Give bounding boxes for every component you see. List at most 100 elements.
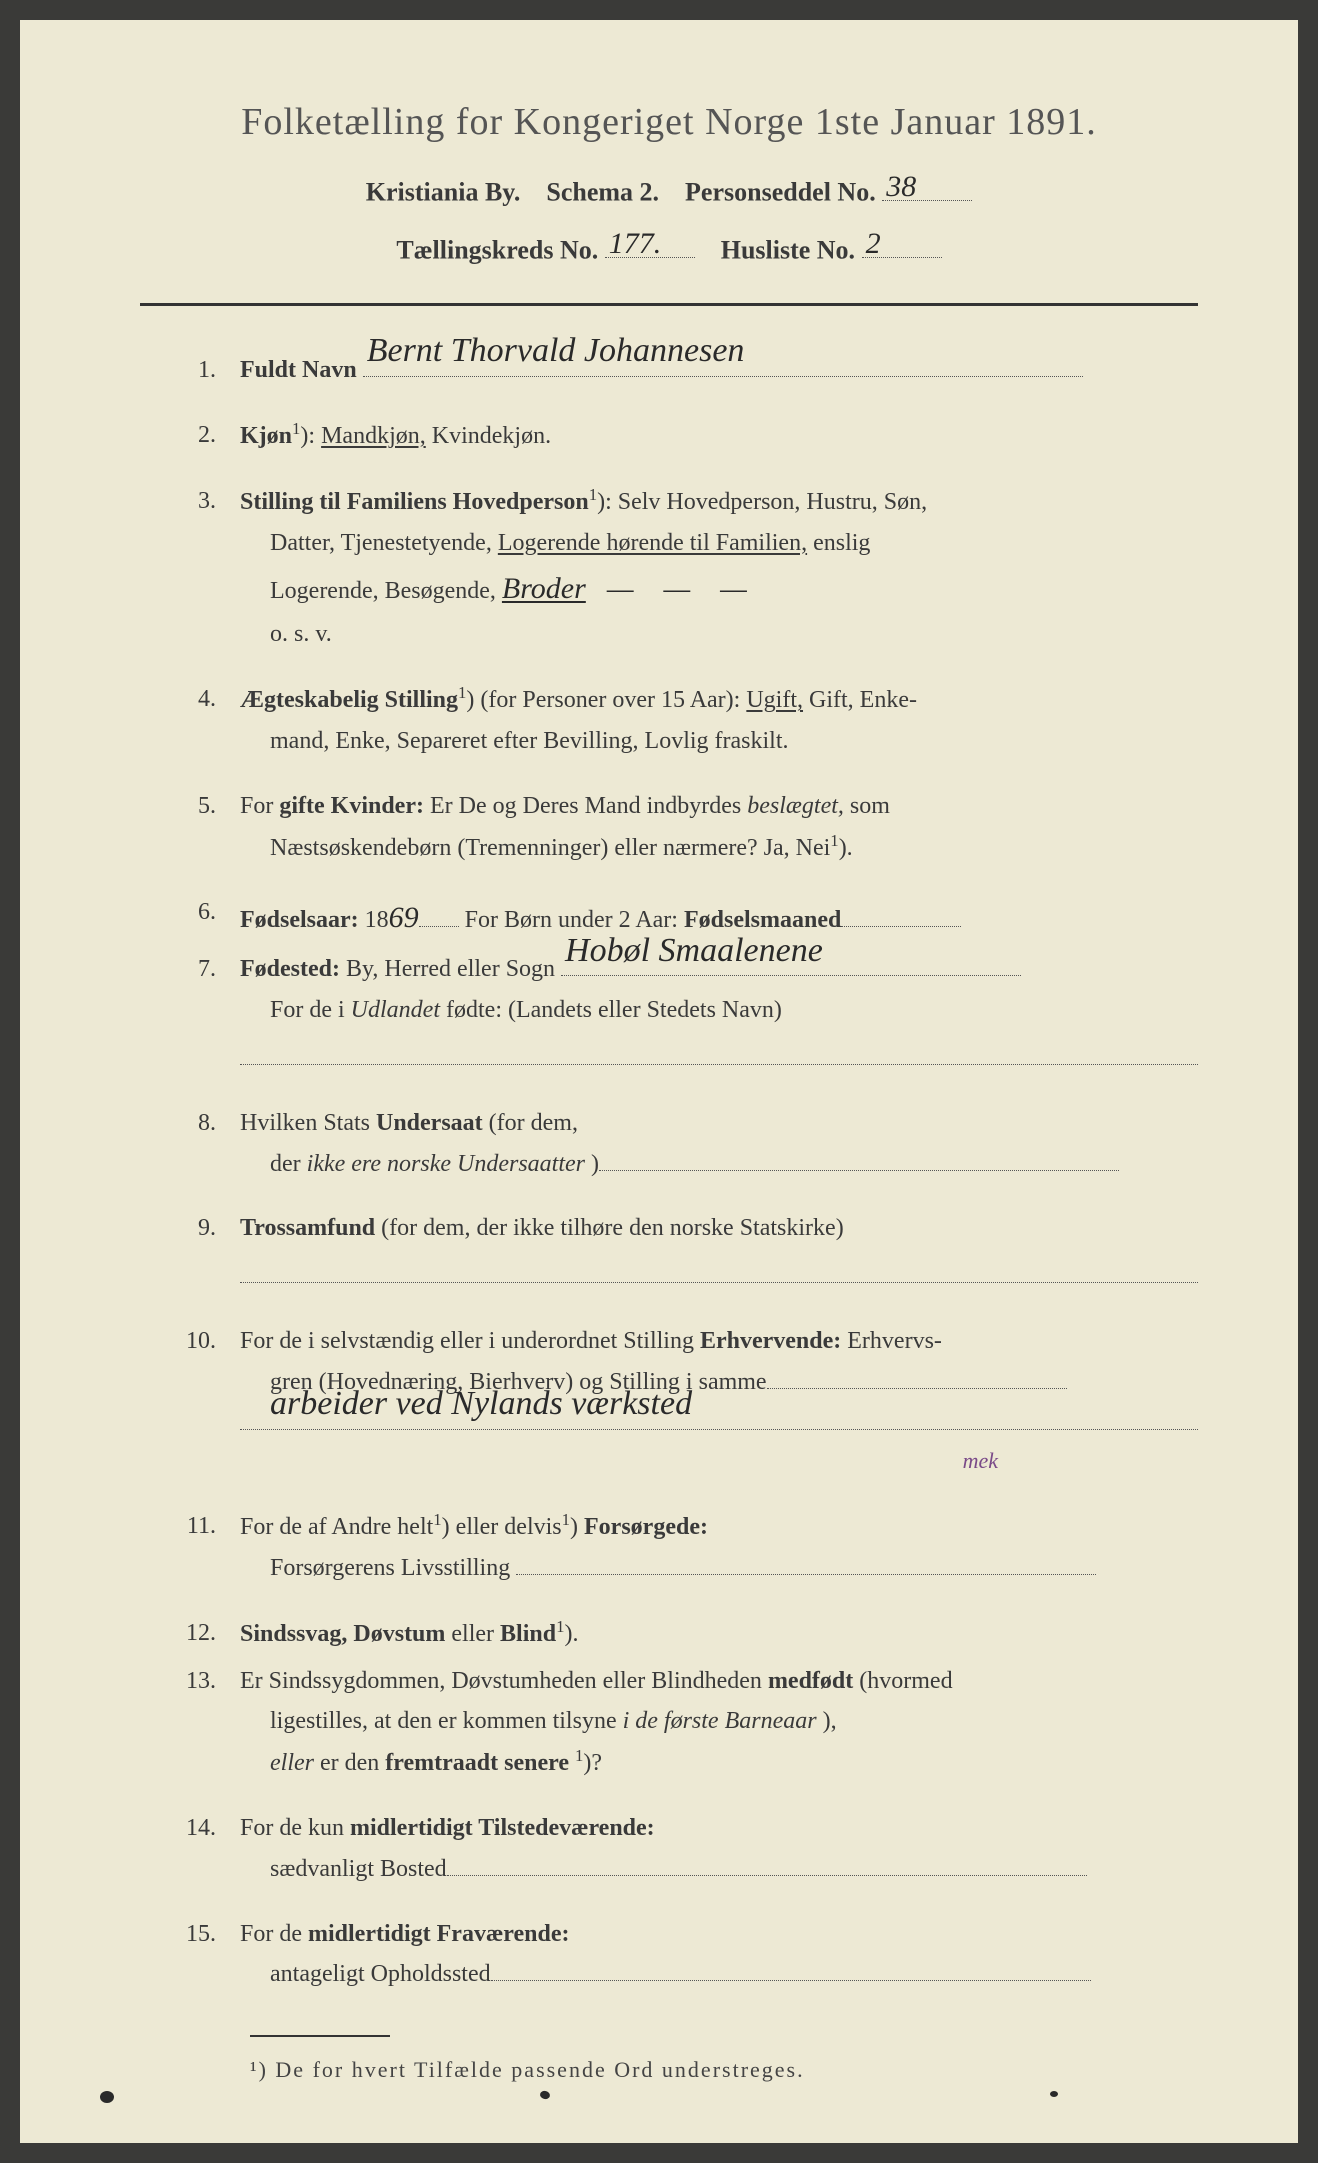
item-num: 12. xyxy=(150,1613,240,1655)
q8-line2a: der xyxy=(240,1151,307,1177)
q14-dots xyxy=(447,1852,1087,1876)
q10-a: For de i selvstændig eller i underordnet… xyxy=(240,1328,700,1354)
ink-spot xyxy=(100,2091,114,2103)
item-11: 11. For de af Andre helt1) eller delvis1… xyxy=(150,1506,1198,1589)
item-14: 14. For de kun midlertidigt Tilstedevære… xyxy=(150,1808,1198,1890)
q8-line2c: ) xyxy=(591,1151,599,1177)
item-body: For de i selvstændig eller i underordnet… xyxy=(240,1321,1198,1482)
item-3: 3. Stilling til Familiens Hovedperson1):… xyxy=(150,481,1198,655)
item-num: 5. xyxy=(150,786,240,869)
q6-dots2 xyxy=(841,903,961,927)
item-2: 2. Kjøn1): Mandkjøn, Kvindekjøn. xyxy=(150,415,1198,457)
husliste-label: Husliste No. xyxy=(721,235,855,264)
q5-line2: Næstsøskendebørn (Tremenninger) eller næ… xyxy=(240,835,830,861)
item-num: 10. xyxy=(150,1321,240,1482)
q11-d: Forsørgede: xyxy=(584,1514,708,1540)
schema-label: Schema 2. xyxy=(546,178,659,207)
husliste-no-field: 2 xyxy=(862,230,942,259)
q14-line2: sædvanligt Bosted xyxy=(240,1856,447,1882)
item-body: For de midlertidigt Fraværende: antageli… xyxy=(240,1914,1198,1996)
item-body: Hvilken Stats Undersaat (for dem, der ik… xyxy=(240,1103,1198,1185)
item-body: For gifte Kvinder: Er De og Deres Mand i… xyxy=(240,786,1198,869)
q8-a: Hvilken Stats xyxy=(240,1110,376,1136)
q15-dots xyxy=(491,1957,1091,1981)
q3-line1: Selv Hovedperson, Hustru, Søn, xyxy=(618,489,927,515)
q3-line2a: Datter, Tjenestetyende, xyxy=(240,530,498,556)
q14-a: For de kun xyxy=(240,1815,350,1841)
q10-field: arbeider ved Nylands værksted xyxy=(240,1403,1198,1429)
item-num: 4. xyxy=(150,679,240,762)
subtitle-line-1: Kristiania By. Schema 2. Personseddel No… xyxy=(140,172,1198,208)
q11-dots xyxy=(516,1551,1096,1575)
q8-dots xyxy=(599,1147,1119,1171)
item-num: 13. xyxy=(150,1661,240,1784)
q13-line3b: er den xyxy=(320,1750,385,1776)
q5-b: gifte Kvinder: xyxy=(279,793,424,819)
q15-line2: antageligt Opholdssted xyxy=(240,1961,491,1987)
q6-year: 69 xyxy=(389,901,419,934)
item-num: 8. xyxy=(150,1103,240,1185)
q4-selected: Ugift, xyxy=(746,687,803,713)
q13-line2a: ligestilles, at den er kommen tilsyne xyxy=(240,1708,623,1734)
q1-label: Fuldt Navn xyxy=(240,357,357,383)
q4-label: Ægteskabelig Stilling xyxy=(240,687,458,713)
q3-label: Stilling til Familiens Hovedperson xyxy=(240,489,589,515)
item-5: 5. For gifte Kvinder: Er De og Deres Man… xyxy=(150,786,1198,869)
kreds-no-value: 177. xyxy=(609,227,662,261)
item-num: 11. xyxy=(150,1506,240,1589)
q1-value: Bernt Thorvald Johannesen xyxy=(367,322,745,380)
q9-a: Trossamfund xyxy=(240,1215,375,1241)
q7-line2b: Udlandet xyxy=(351,997,440,1023)
q1-field: Bernt Thorvald Johannesen xyxy=(363,351,1083,377)
item-13: 13. Er Sindssygdommen, Døvstumheden elle… xyxy=(150,1661,1198,1784)
item-7: 7. Fødested: By, Herred eller Sogn Hobøl… xyxy=(150,949,1198,1078)
q7-field: Hobøl Smaalenene xyxy=(561,950,1021,976)
q7-value: Hobøl Smaalenene xyxy=(565,922,823,980)
q3-line2b: Logerende hørende til Familien, xyxy=(498,530,807,556)
q14-b: midlertidigt Tilstedeværende: xyxy=(350,1815,655,1841)
item-body: Stilling til Familiens Hovedperson1): Se… xyxy=(240,481,1198,655)
q4-line2: mand, Enke, Separeret efter Bevilling, L… xyxy=(240,728,789,754)
q15-a: For de xyxy=(240,1921,308,1947)
q13-a: Er Sindssygdommen, Døvstumheden eller Bl… xyxy=(240,1668,768,1694)
q4-rest: Gift, Enke- xyxy=(809,687,917,713)
kreds-no-field: 177. xyxy=(605,230,695,259)
q6-label: Fødselsaar: xyxy=(240,907,359,933)
q3-line2c: enslig xyxy=(813,530,870,556)
q15-b: midlertidigt Fraværende: xyxy=(308,1921,570,1947)
q3-line3: Logerende, Besøgende, xyxy=(240,578,502,604)
personseddel-label: Personseddel No. xyxy=(685,178,876,207)
footnote-text: ¹) De for hvert Tilfælde passende Ord un… xyxy=(140,2057,1198,2083)
q5-d: beslægtet, xyxy=(747,793,844,819)
q10-value: arbeider ved Nylands værksted xyxy=(270,1375,692,1433)
q2-opt2: Kvindekjøn. xyxy=(432,423,551,449)
q3-value: Broder xyxy=(502,572,586,605)
q10-note: mek xyxy=(963,1448,998,1473)
ink-spot xyxy=(1050,2091,1058,2097)
q7-line2c: fødte: (Landets eller Stedets Navn) xyxy=(446,997,782,1023)
q3-line4: o. s. v. xyxy=(240,621,332,647)
item-12: 12. Sindssvag, Døvstum eller Blind1). xyxy=(150,1613,1198,1655)
q8-b: Undersaat xyxy=(376,1110,483,1136)
personseddel-no-field: 38 xyxy=(882,172,972,201)
q13-b: medfødt xyxy=(768,1668,853,1694)
item-1: 1. Fuldt Navn Bernt Thorvald Johannesen xyxy=(150,350,1198,391)
item-num: 15. xyxy=(150,1914,240,1996)
q4-paren: (for Personer over 15 Aar): xyxy=(474,687,746,713)
q2-label: Kjøn xyxy=(240,423,292,449)
item-num: 3. xyxy=(150,481,240,655)
subtitle-line-2: Tællingskreds No. 177. Husliste No. 2 xyxy=(140,230,1198,266)
q5-e: som xyxy=(850,793,890,819)
q13-line2b: i de første Barneaar xyxy=(623,1708,817,1734)
q9-dots xyxy=(240,1259,1198,1283)
q10-b: Erhvervende: xyxy=(700,1328,841,1354)
q12-b: eller xyxy=(451,1621,500,1647)
city-label: Kristiania By. xyxy=(366,178,521,207)
item-body: Er Sindssygdommen, Døvstumheden eller Bl… xyxy=(240,1661,1198,1784)
q8-c: (for dem, xyxy=(489,1110,578,1136)
q11-c: ) xyxy=(570,1514,584,1540)
item-num: 9. xyxy=(150,1208,240,1297)
main-title: Folketælling for Kongeriget Norge 1ste J… xyxy=(140,100,1198,144)
item-num: 14. xyxy=(150,1808,240,1890)
q11-a: For de af Andre helt xyxy=(240,1514,433,1540)
